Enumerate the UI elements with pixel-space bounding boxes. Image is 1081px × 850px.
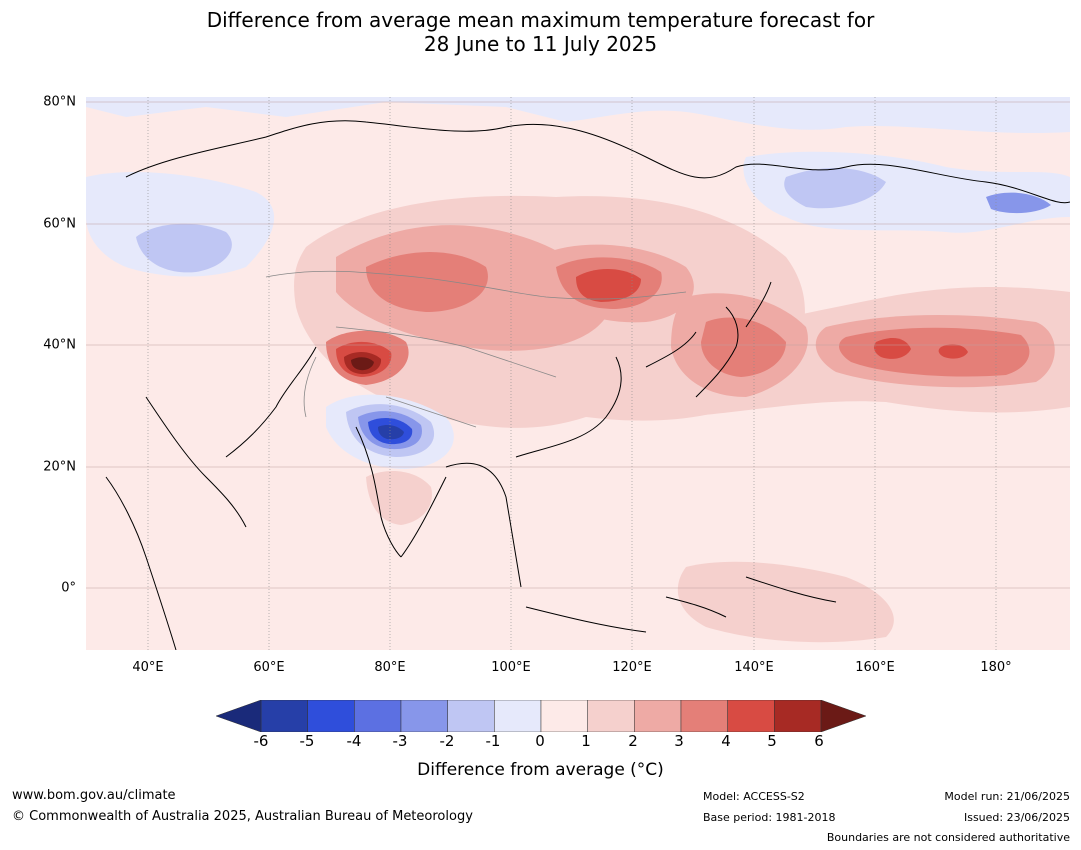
n-pacific-warm-core — [873, 337, 911, 359]
copyright-text: © Commonwealth of Australia 2025, Austra… — [12, 809, 473, 824]
siberia-cool-core — [784, 167, 886, 209]
india-cool-peak — [378, 424, 404, 440]
colorbar-tick: 3 — [674, 732, 684, 750]
issued-text: Issued: 23/06/2025 — [963, 811, 1070, 824]
colorbar-segment — [680, 700, 728, 732]
colorbar-segment — [727, 700, 775, 732]
colorbar-segment — [774, 700, 822, 732]
disclaimer-text: Boundaries are not considered authoritat… — [826, 831, 1070, 844]
kashmir-warm-peak — [351, 357, 374, 371]
colorbar-tick: 6 — [814, 732, 824, 750]
lon-label-140e: 140°E — [734, 660, 774, 675]
title-line-2: 28 June to 11 July 2025 — [423, 32, 658, 56]
lon-label-40e: 40°E — [132, 660, 164, 675]
lon-label-100e: 100°E — [491, 660, 531, 675]
colorbar-segment — [587, 700, 635, 732]
india-south-warm — [366, 471, 432, 525]
colorbar-high-extend — [820, 700, 866, 732]
east-siberia-cool-core — [986, 192, 1051, 214]
colorbar-tick: 5 — [767, 732, 777, 750]
colorbar-label: Difference from average (°C) — [417, 760, 664, 780]
colorbar-segment — [400, 700, 448, 732]
w-russia-cool-core — [136, 223, 232, 273]
lat-label-80n: 80°N — [43, 94, 76, 110]
lon-label-60e: 60°E — [253, 660, 285, 675]
colorbar-segment — [447, 700, 495, 732]
map-title: Difference from average mean maximum tem… — [0, 8, 1081, 56]
country-borders — [265, 270, 687, 428]
colorbar-tick: -6 — [253, 732, 269, 750]
colorbar-segment — [354, 700, 402, 732]
colorbar-low-extend — [216, 700, 262, 732]
colorbar-tick: -3 — [392, 732, 408, 750]
colorbar-tick: 4 — [721, 732, 731, 750]
japan-warm-core — [701, 317, 786, 377]
central-asia-warm-core — [366, 252, 488, 312]
title-line-1: Difference from average mean maximum tem… — [206, 8, 875, 32]
colorbar-segment — [634, 700, 682, 732]
arctic-cool-region — [86, 97, 1070, 134]
colorbar-tick: 0 — [535, 732, 545, 750]
lat-label-40n: 40°N — [43, 337, 76, 353]
colorbar-tick: 1 — [581, 732, 591, 750]
colorbar-segment — [494, 700, 542, 732]
colorbar-tick: -5 — [299, 732, 315, 750]
base-period-text: Base period: 1981-2018 — [703, 811, 836, 824]
indonesia-warm — [677, 561, 894, 643]
anomaly-map — [86, 97, 1070, 650]
website-link[interactable]: www.bom.gov.au/climate — [12, 788, 176, 803]
colorbar-tick: -1 — [485, 732, 501, 750]
lon-label-180: 180° — [980, 660, 1012, 675]
anomaly-map-svg — [86, 97, 1070, 650]
lat-label-0: 0° — [61, 580, 76, 596]
colorbar-tick: -4 — [346, 732, 362, 750]
lon-label-160e: 160°E — [855, 660, 895, 675]
mongolia-warm-core — [576, 268, 641, 302]
model-run-text: Model run: 21/06/2025 — [944, 790, 1070, 803]
lon-label-80e: 80°E — [374, 660, 406, 675]
coastlines — [105, 120, 1070, 650]
graticule — [147, 97, 997, 650]
colorbar-tick: -2 — [439, 732, 455, 750]
lon-label-120e: 120°E — [612, 660, 652, 675]
lat-label-20n: 20°N — [43, 459, 76, 475]
colorbar-tick: 2 — [628, 732, 638, 750]
colorbar — [216, 700, 866, 732]
n-pacific-warm-core-2 — [938, 344, 968, 359]
model-text: Model: ACCESS-S2 — [703, 790, 805, 803]
colorbar-segments — [260, 700, 822, 732]
colorbar-segment — [540, 700, 588, 732]
lat-label-60n: 60°N — [43, 216, 76, 232]
colorbar-segment — [260, 700, 308, 732]
colorbar-segment — [307, 700, 355, 732]
